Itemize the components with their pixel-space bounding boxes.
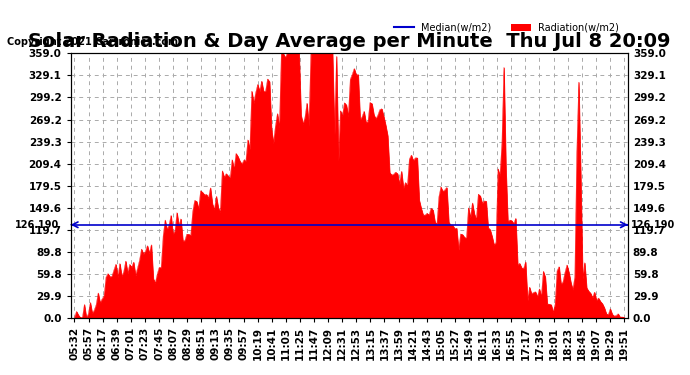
- Text: 126.190: 126.190: [631, 220, 675, 230]
- Legend: Median(w/m2), Radiation(w/m2): Median(w/m2), Radiation(w/m2): [391, 19, 623, 36]
- Text: Copyright 2021 Cartronics.com: Copyright 2021 Cartronics.com: [7, 37, 178, 47]
- Text: 126.190: 126.190: [15, 220, 59, 230]
- Title: Solar Radiation & Day Average per Minute  Thu Jul 8 20:09: Solar Radiation & Day Average per Minute…: [28, 32, 671, 51]
